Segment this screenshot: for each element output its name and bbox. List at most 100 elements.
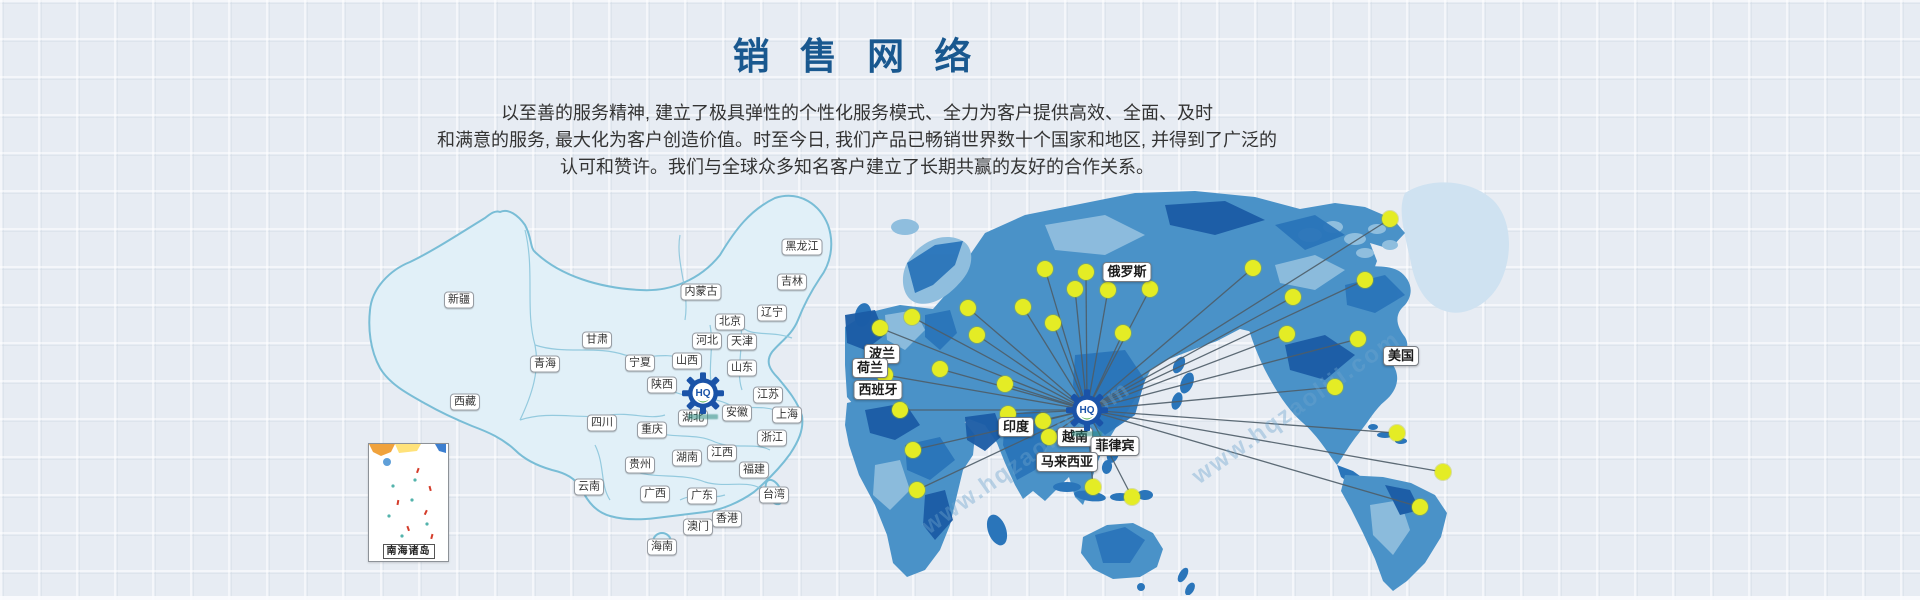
connection-line bbox=[1086, 338, 1359, 411]
company-logo-china: HQ bbox=[682, 372, 724, 424]
province-label: 青海 bbox=[530, 355, 560, 373]
province-label: 西藏 bbox=[450, 393, 480, 411]
network-dot bbox=[1435, 464, 1451, 480]
network-dot bbox=[892, 402, 908, 418]
network-dot bbox=[1115, 325, 1131, 341]
province-label: 山东 bbox=[727, 359, 757, 377]
connection-line bbox=[976, 334, 1088, 411]
connection-line bbox=[1086, 288, 1151, 411]
gear-logo-icon: HQ bbox=[1066, 389, 1108, 432]
logo-subtext bbox=[688, 414, 718, 420]
province-label: 新疆 bbox=[444, 291, 474, 309]
network-dot bbox=[969, 327, 985, 343]
province-label: 内蒙古 bbox=[680, 283, 722, 301]
network-dot bbox=[1350, 331, 1366, 347]
connection-line bbox=[1085, 271, 1088, 411]
connection-lines bbox=[879, 218, 1444, 508]
connection-line bbox=[1086, 409, 1398, 434]
connection-line bbox=[911, 316, 1088, 411]
connection-line bbox=[1022, 306, 1088, 411]
inset-graphic bbox=[369, 444, 446, 540]
province-label: 云南 bbox=[574, 478, 604, 496]
network-dot bbox=[1142, 281, 1158, 297]
network-dot bbox=[960, 300, 976, 316]
country-label: 俄罗斯 bbox=[1102, 262, 1152, 282]
network-dot bbox=[1357, 272, 1373, 288]
network-dot bbox=[932, 361, 948, 377]
province-label: 贵州 bbox=[625, 456, 655, 474]
province-label: 河北 bbox=[692, 332, 722, 350]
province-label: 江西 bbox=[707, 444, 737, 462]
connection-line bbox=[1086, 289, 1109, 411]
province-label: 香港 bbox=[712, 510, 742, 528]
network-dot bbox=[1035, 413, 1051, 429]
south-china-sea-inset: 南海诸岛 bbox=[368, 443, 449, 562]
connection-line bbox=[1086, 218, 1391, 411]
country-label: 荷兰 bbox=[851, 358, 889, 378]
network-dot bbox=[1100, 282, 1116, 298]
logo-subtext bbox=[1072, 431, 1102, 437]
world-map-graphic bbox=[845, 182, 1510, 595]
country-label: 美国 bbox=[1382, 346, 1420, 366]
province-label: 甘肃 bbox=[582, 331, 612, 349]
province-label: 天津 bbox=[727, 333, 757, 351]
connection-line bbox=[884, 374, 1088, 411]
intro-line: 以至善的服务精神, 建立了极具弹性的个性化服务模式、全力为客户提供高效、全面、及… bbox=[501, 103, 1213, 123]
province-label: 四川 bbox=[587, 414, 617, 432]
network-dot bbox=[1037, 261, 1053, 277]
network-dot bbox=[1045, 315, 1061, 331]
connection-line bbox=[879, 327, 1088, 411]
company-logo-world: HQ bbox=[1066, 389, 1108, 441]
province-label: 湖南 bbox=[672, 449, 702, 467]
country-label: 马来西亚 bbox=[1035, 452, 1099, 472]
province-label: 澳门 bbox=[683, 518, 713, 536]
country-label: 印度 bbox=[997, 417, 1035, 437]
province-label: 陕西 bbox=[647, 376, 677, 394]
connection-line bbox=[1086, 333, 1288, 411]
section-header: 销 售 网 络 以至善的服务精神, 建立了极具弹性的个性化服务模式、全力为客户提… bbox=[0, 26, 1714, 181]
network-dot bbox=[904, 309, 920, 325]
world-map: www.hqzaoliji.com www.hqzaoliji.com HQ bbox=[845, 165, 1625, 595]
province-label: 广西 bbox=[640, 485, 670, 503]
intro-line: 认可和赞许。我们与全球众多知名客户建立了长期共赢的友好的合作关系。 bbox=[560, 157, 1154, 177]
province-label: 福建 bbox=[739, 461, 769, 479]
province-label: 北京 bbox=[715, 313, 745, 331]
network-dot bbox=[1285, 289, 1301, 305]
section-bottom-edge bbox=[0, 596, 1920, 600]
province-label: 上海 bbox=[772, 406, 802, 424]
intro-line: 和满意的服务, 最大化为客户创造价值。时至今日, 我们产品已畅销世界数十个国家和… bbox=[436, 130, 1277, 150]
connection-line bbox=[1044, 268, 1088, 411]
network-dot bbox=[1015, 299, 1031, 315]
connection-line bbox=[1052, 322, 1088, 411]
province-label: 广东 bbox=[687, 487, 717, 505]
province-label: 台湾 bbox=[759, 486, 789, 504]
network-dot bbox=[1124, 489, 1140, 505]
connection-line bbox=[1086, 279, 1366, 411]
intro-paragraph: 以至善的服务精神, 建立了极具弹性的个性化服务模式、全力为客户提供高效、全面、及… bbox=[0, 100, 1714, 181]
network-dot bbox=[1085, 479, 1101, 495]
province-label: 辽宁 bbox=[757, 304, 787, 322]
connection-line bbox=[939, 368, 1088, 411]
network-dot bbox=[909, 482, 925, 498]
province-label: 吉林 bbox=[777, 273, 807, 291]
gear-logo-icon: HQ bbox=[682, 372, 724, 415]
connection-line bbox=[1086, 409, 1444, 473]
network-dot bbox=[1245, 260, 1261, 276]
logo-monogram: HQ bbox=[1080, 405, 1095, 416]
china-map: 南海诸岛 HQ 新疆 黑龙江 bbox=[350, 170, 850, 562]
network-dot bbox=[1078, 264, 1094, 280]
country-label: 西班牙 bbox=[853, 380, 903, 400]
connection-line bbox=[1086, 409, 1421, 508]
connection-line bbox=[1086, 296, 1294, 411]
country-label: 菲律宾 bbox=[1090, 436, 1140, 456]
connection-line bbox=[916, 409, 1088, 491]
connection-line bbox=[1086, 267, 1254, 411]
province-label: 江苏 bbox=[753, 386, 783, 404]
network-dot bbox=[997, 376, 1013, 392]
network-dot bbox=[872, 320, 888, 336]
network-dot bbox=[1382, 211, 1398, 227]
page-title: 销 售 网 络 bbox=[732, 36, 982, 77]
network-dot bbox=[1067, 281, 1083, 297]
network-dot bbox=[1412, 499, 1428, 515]
